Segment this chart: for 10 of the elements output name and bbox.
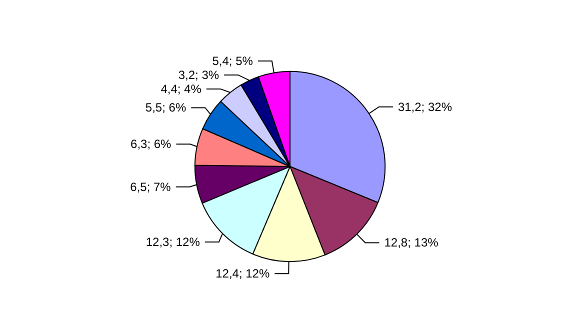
data-label: 3,2; 3%: [178, 68, 220, 82]
data-label: 4,4; 4%: [160, 82, 202, 96]
data-label: 5,4; 5%: [212, 54, 254, 68]
data-label: 6,5; 7%: [130, 180, 172, 194]
data-label: 12,8; 13%: [384, 236, 439, 250]
data-label: 12,4; 12%: [216, 266, 270, 281]
data-label: 5,5; 6%: [145, 100, 186, 115]
data-label: 31,2; 32%: [398, 100, 452, 114]
data-label: 6,3; 6%: [130, 137, 172, 152]
data-label: 12,3; 12%: [146, 234, 200, 249]
